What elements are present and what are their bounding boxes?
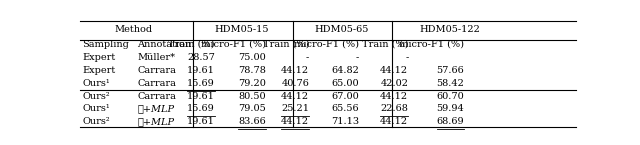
Text: Carrara: Carrara [137, 66, 176, 75]
Text: Carrara: Carrara [137, 92, 176, 101]
Text: 65.56: 65.56 [331, 105, 359, 114]
Text: Train (%): Train (%) [168, 40, 215, 49]
Text: 79.20: 79.20 [238, 79, 266, 88]
Text: HDM05-15: HDM05-15 [214, 25, 268, 34]
Text: Carrara: Carrara [137, 79, 176, 88]
Text: 40.76: 40.76 [281, 79, 309, 88]
Text: 80.50: 80.50 [238, 92, 266, 101]
Text: 44.12: 44.12 [380, 66, 408, 75]
Text: ℛ+MLP: ℛ+MLP [137, 117, 174, 126]
Text: 83.66: 83.66 [238, 117, 266, 126]
Text: 79.05: 79.05 [238, 105, 266, 114]
Text: 44.12: 44.12 [281, 66, 309, 75]
Text: 44.12: 44.12 [281, 92, 309, 101]
Text: 28.57: 28.57 [187, 53, 215, 62]
Text: micro-F1 (%): micro-F1 (%) [399, 40, 465, 49]
Text: Annotation: Annotation [137, 40, 191, 49]
Text: Method: Method [115, 25, 152, 34]
Text: 19.61: 19.61 [187, 92, 215, 101]
Text: 71.13: 71.13 [331, 117, 359, 126]
Text: Sampling: Sampling [83, 40, 129, 49]
Text: HDM05-122: HDM05-122 [419, 25, 480, 34]
Text: Expert: Expert [83, 66, 116, 75]
Text: Train (%): Train (%) [262, 40, 309, 49]
Text: Expert: Expert [83, 53, 116, 62]
Text: Ours¹: Ours¹ [83, 105, 110, 114]
Text: Ours¹: Ours¹ [83, 79, 110, 88]
Text: 59.94: 59.94 [436, 105, 465, 114]
Text: 75.00: 75.00 [238, 53, 266, 62]
Text: 44.12: 44.12 [380, 117, 408, 126]
Text: 19.61: 19.61 [187, 117, 215, 126]
Text: 65.00: 65.00 [331, 79, 359, 88]
Text: HDM05-65: HDM05-65 [314, 25, 369, 34]
Text: micro-F1 (%): micro-F1 (%) [201, 40, 266, 49]
Text: 67.00: 67.00 [331, 92, 359, 101]
Text: 19.61: 19.61 [187, 66, 215, 75]
Text: -: - [355, 53, 359, 62]
Text: ℛ+MLP: ℛ+MLP [137, 105, 174, 114]
Text: 15.69: 15.69 [187, 79, 215, 88]
Text: 64.82: 64.82 [331, 66, 359, 75]
Text: 22.68: 22.68 [380, 105, 408, 114]
Text: 57.66: 57.66 [436, 66, 465, 75]
Text: 25.21: 25.21 [281, 105, 309, 114]
Text: Train (%): Train (%) [362, 40, 408, 49]
Text: -: - [405, 53, 408, 62]
Text: Ours²: Ours² [83, 117, 110, 126]
Text: Müller*: Müller* [137, 53, 175, 62]
Text: 44.12: 44.12 [281, 117, 309, 126]
Text: 15.69: 15.69 [187, 105, 215, 114]
Text: Ours²: Ours² [83, 92, 110, 101]
Text: -: - [306, 53, 309, 62]
Text: micro-F1 (%): micro-F1 (%) [294, 40, 359, 49]
Text: 78.78: 78.78 [238, 66, 266, 75]
Text: 42.02: 42.02 [380, 79, 408, 88]
Text: 60.70: 60.70 [436, 92, 465, 101]
Text: 44.12: 44.12 [380, 92, 408, 101]
Text: 58.42: 58.42 [436, 79, 465, 88]
Text: 68.69: 68.69 [436, 117, 465, 126]
